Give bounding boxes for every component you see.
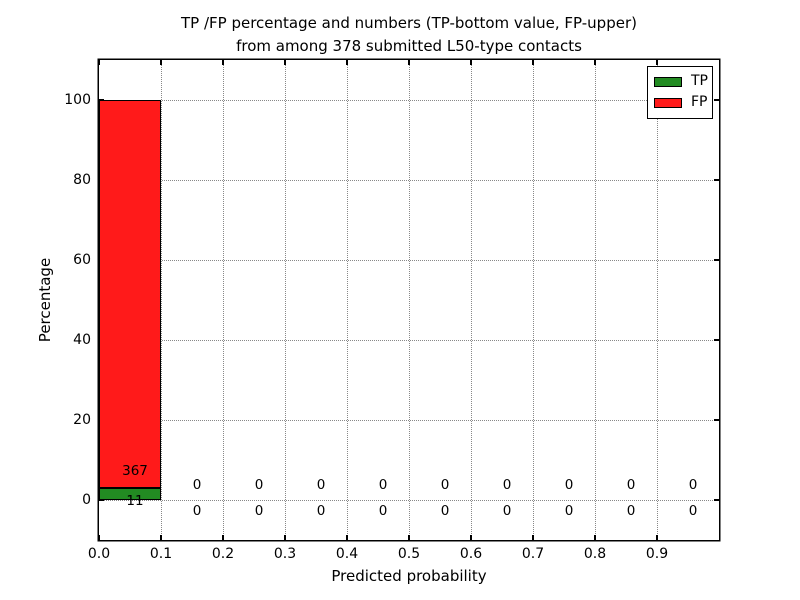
gridline-x <box>161 60 162 540</box>
x-tick-label: 0.2 <box>211 546 235 562</box>
tp-count-label: 0 <box>502 502 512 519</box>
y-tick-left <box>99 499 104 501</box>
y-tick-right <box>714 259 719 261</box>
x-tick-top <box>284 60 286 65</box>
x-axis-label: Predicted probability <box>331 567 487 585</box>
x-tick-bottom <box>98 535 100 540</box>
x-tick-bottom <box>470 535 472 540</box>
x-tick-bottom <box>656 535 658 540</box>
tp-count-label: 0 <box>192 502 202 519</box>
legend-swatch-fp <box>654 97 682 108</box>
legend-entry-fp: FP <box>648 92 712 113</box>
gridline-x <box>471 60 472 540</box>
x-tick-label: 0.7 <box>521 546 545 562</box>
chart-title-line1: TP /FP percentage and numbers (TP-bottom… <box>181 14 637 32</box>
tp-count-label: 11 <box>126 493 144 509</box>
y-tick-label: 100 <box>64 92 91 108</box>
gridline-x <box>409 60 410 540</box>
tp-count-label: 0 <box>440 502 450 519</box>
x-tick-bottom <box>222 535 224 540</box>
gridline-x <box>285 60 286 540</box>
gridline-x <box>533 60 534 540</box>
fp-count-label: 0 <box>192 476 202 493</box>
fp-count-label: 367 <box>122 463 148 480</box>
fp-count-label: 0 <box>440 476 450 493</box>
x-tick-label: 0.1 <box>149 546 173 562</box>
x-tick-label: 0.6 <box>459 546 483 562</box>
y-tick-right <box>714 179 719 181</box>
x-tick-top <box>594 60 596 65</box>
chart-title-line2: from among 378 submitted L50-type contac… <box>236 37 582 55</box>
x-tick-bottom <box>594 535 596 540</box>
gridline-x <box>595 60 596 540</box>
fp-count-label: 0 <box>378 476 388 493</box>
gridline-x <box>657 60 658 540</box>
x-tick-top <box>160 60 162 65</box>
x-tick-top <box>98 60 100 65</box>
tp-count-label: 0 <box>564 502 574 519</box>
fp-count-label: 0 <box>626 476 636 493</box>
y-tick-label: 80 <box>73 172 91 188</box>
fp-count-label: 0 <box>254 476 264 493</box>
fp-count-label: 0 <box>564 476 574 493</box>
tp-count-label: 0 <box>316 502 326 519</box>
x-tick-label: 0.9 <box>645 546 669 562</box>
y-tick-label: 40 <box>73 332 91 348</box>
x-tick-top <box>408 60 410 65</box>
tp-count-label: 0 <box>378 502 388 519</box>
x-tick-label: 0.0 <box>87 546 111 562</box>
x-tick-label: 0.8 <box>583 546 607 562</box>
x-tick-label: 0.3 <box>273 546 297 562</box>
y-tick-right <box>714 499 719 501</box>
x-tick-top <box>346 60 348 65</box>
gridline-x <box>223 60 224 540</box>
y-tick-right <box>714 99 719 101</box>
tp-count-label: 0 <box>254 502 264 519</box>
legend-label-tp: TP <box>691 73 708 89</box>
fp-count-label: 0 <box>688 476 698 493</box>
gridline-x <box>347 60 348 540</box>
x-tick-top <box>470 60 472 65</box>
legend-entry-tp: TP <box>648 71 712 92</box>
x-tick-label: 0.4 <box>335 546 359 562</box>
legend: TP FP <box>647 66 713 119</box>
y-axis-label: Percentage <box>36 257 54 343</box>
bar-fp <box>99 100 161 489</box>
fp-count-label: 0 <box>502 476 512 493</box>
plot-area: TP FP 0 20 40 60 80 100 0.0 0.1 0.2 0.3 0.4 0.5 0.6 0.… <box>64 60 719 562</box>
fp-count-label: 0 <box>316 476 326 493</box>
y-tick-right <box>714 339 719 341</box>
y-tick-label: 0 <box>82 492 91 508</box>
chart-title: TP /FP percentage and numbers (TP-bottom… <box>99 12 719 58</box>
tp-count-label: 0 <box>688 502 698 519</box>
x-tick-label: 0.5 <box>397 546 421 562</box>
x-tick-bottom <box>346 535 348 540</box>
legend-label-fp: FP <box>691 94 708 110</box>
tp-count-label: 0 <box>626 502 636 519</box>
x-tick-bottom <box>532 535 534 540</box>
y-tick-label: 20 <box>73 412 91 428</box>
x-tick-top <box>532 60 534 65</box>
x-tick-bottom <box>284 535 286 540</box>
y-tick-right <box>714 419 719 421</box>
y-tick-label: 60 <box>73 252 91 268</box>
x-tick-top <box>222 60 224 65</box>
legend-swatch-tp <box>654 76 682 87</box>
x-tick-bottom <box>408 535 410 540</box>
x-tick-bottom <box>160 535 162 540</box>
bar-tp <box>99 488 161 500</box>
x-tick-top <box>656 60 658 65</box>
